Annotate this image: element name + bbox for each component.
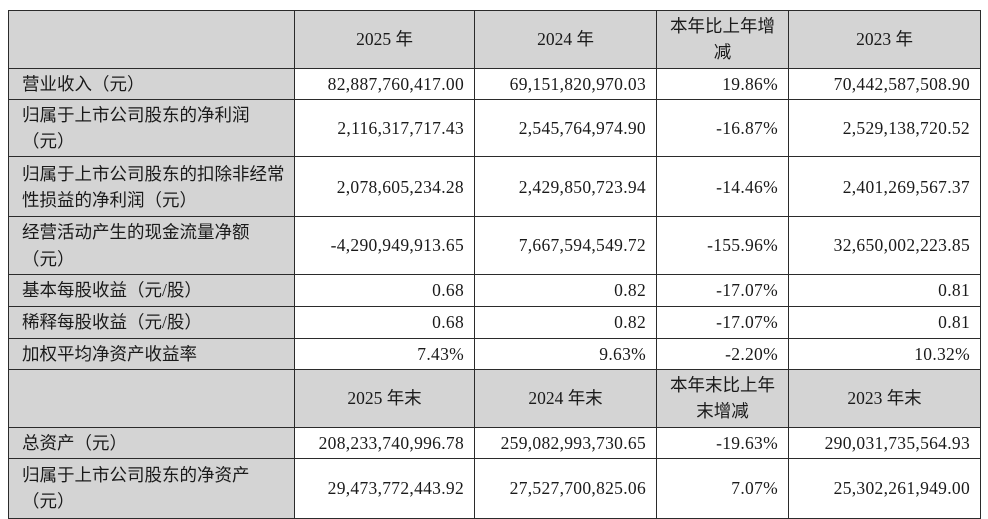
row-label: 归属于上市公司股东的扣除非经常性损益的净利润（元） — [8, 156, 295, 218]
value-2023: 0.81 — [788, 273, 981, 307]
value-change: -2.20% — [656, 337, 789, 371]
value-change: -16.87% — [656, 98, 789, 158]
value-2024-end: 259,082,993,730.65 — [474, 426, 657, 459]
table-row-net-profit: 归属于上市公司股东的净利润（元） 2,116,317,717.43 2,545,… — [8, 98, 981, 158]
row-label: 营业收入（元） — [8, 67, 295, 100]
value-2024: 9.63% — [474, 337, 657, 371]
value-2025: 2,078,605,234.28 — [294, 156, 475, 218]
value-2023: 2,529,138,720.52 — [788, 98, 981, 158]
header-2024: 2024 年 — [474, 10, 657, 69]
value-2025-end: 29,473,772,443.92 — [294, 457, 475, 519]
value-2023: 0.81 — [788, 305, 981, 339]
header-empty-cell — [8, 10, 295, 69]
value-change: 19.86% — [656, 67, 789, 100]
value-change: 7.07% — [656, 457, 789, 519]
value-2024: 7,667,594,549.72 — [474, 216, 657, 275]
table-row-total-assets: 总资产（元） 208,233,740,996.78 259,082,993,73… — [8, 426, 981, 459]
value-2023: 10.32% — [788, 337, 981, 371]
table-row-operating-cash-flow: 经营活动产生的现金流量净额（元） -4,290,949,913.65 7,667… — [8, 216, 981, 275]
row-label: 总资产（元） — [8, 426, 295, 459]
row-label: 归属于上市公司股东的净资产（元） — [8, 457, 295, 519]
header-2025: 2025 年 — [294, 10, 475, 69]
value-change: -17.07% — [656, 273, 789, 307]
header-2023-end: 2023 年末 — [788, 369, 981, 428]
row-label: 经营活动产生的现金流量净额（元） — [8, 216, 295, 275]
value-2023-end: 290,031,735,564.93 — [788, 426, 981, 459]
header-2023: 2023 年 — [788, 10, 981, 69]
table-row-weighted-avg-roe: 加权平均净资产收益率 7.43% 9.63% -2.20% 10.32% — [8, 337, 981, 371]
value-2024: 2,429,850,723.94 — [474, 156, 657, 218]
financial-summary-table: 2025 年 2024 年 本年比上年增减 2023 年 营业收入（元） 82,… — [8, 10, 981, 519]
table-row-net-profit-excl-nonrecurring: 归属于上市公司股东的扣除非经常性损益的净利润（元） 2,078,605,234.… — [8, 156, 981, 218]
value-2025: 0.68 — [294, 305, 475, 339]
value-2025-end: 208,233,740,996.78 — [294, 426, 475, 459]
header-empty-cell — [8, 369, 295, 428]
value-2023-end: 25,302,261,949.00 — [788, 457, 981, 519]
header-row-period-end: 2025 年末 2024 年末 本年末比上年末增减 2023 年末 — [8, 369, 981, 428]
value-2024: 2,545,764,974.90 — [474, 98, 657, 158]
value-2024: 0.82 — [474, 305, 657, 339]
row-label: 稀释每股收益（元/股） — [8, 305, 295, 339]
value-change: -155.96% — [656, 216, 789, 275]
table-row-diluted-eps: 稀释每股收益（元/股） 0.68 0.82 -17.07% 0.81 — [8, 305, 981, 339]
value-2025: 7.43% — [294, 337, 475, 371]
value-2025: 82,887,760,417.00 — [294, 67, 475, 100]
value-change: -14.46% — [656, 156, 789, 218]
row-label: 归属于上市公司股东的净利润（元） — [8, 98, 295, 158]
header-yoy-change: 本年比上年增减 — [656, 10, 789, 69]
header-row-annual: 2025 年 2024 年 本年比上年增减 2023 年 — [8, 10, 981, 69]
value-2024: 69,151,820,970.03 — [474, 67, 657, 100]
table-row-net-assets: 归属于上市公司股东的净资产（元） 29,473,772,443.92 27,52… — [8, 457, 981, 519]
value-2024-end: 27,527,700,825.06 — [474, 457, 657, 519]
row-label: 基本每股收益（元/股） — [8, 273, 295, 307]
header-2024-end: 2024 年末 — [474, 369, 657, 428]
value-2024: 0.82 — [474, 273, 657, 307]
value-2023: 70,442,587,508.90 — [788, 67, 981, 100]
value-2025: -4,290,949,913.65 — [294, 216, 475, 275]
row-label: 加权平均净资产收益率 — [8, 337, 295, 371]
header-end-change: 本年末比上年末增减 — [656, 369, 789, 428]
value-change: -17.07% — [656, 305, 789, 339]
value-2023: 2,401,269,567.37 — [788, 156, 981, 218]
value-2025: 0.68 — [294, 273, 475, 307]
value-2023: 32,650,002,223.85 — [788, 216, 981, 275]
table-row-operating-revenue: 营业收入（元） 82,887,760,417.00 69,151,820,970… — [8, 67, 981, 100]
table-row-basic-eps: 基本每股收益（元/股） 0.68 0.82 -17.07% 0.81 — [8, 273, 981, 307]
value-change: -19.63% — [656, 426, 789, 459]
header-2025-end: 2025 年末 — [294, 369, 475, 428]
value-2025: 2,116,317,717.43 — [294, 98, 475, 158]
